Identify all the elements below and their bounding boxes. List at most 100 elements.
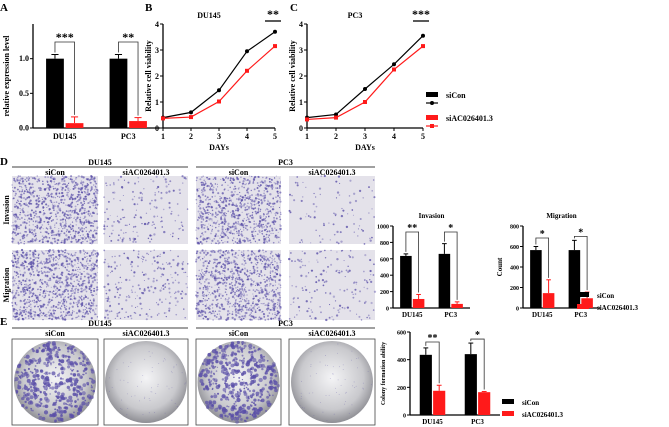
y-tick-label: 200 <box>510 286 519 292</box>
stained-cell <box>21 262 24 264</box>
stained-cell <box>82 186 84 188</box>
stained-cell <box>201 215 204 218</box>
colony <box>27 387 31 391</box>
stained-cell <box>202 317 205 320</box>
stained-cell <box>57 230 60 233</box>
stained-cell <box>220 178 222 180</box>
stained-cell <box>367 314 370 317</box>
stained-cell <box>363 286 365 289</box>
stained-cell <box>87 281 91 284</box>
stained-cell <box>93 192 96 195</box>
colony <box>90 384 93 387</box>
stained-cell <box>162 263 164 265</box>
colony <box>51 412 56 417</box>
stained-cell <box>95 261 98 263</box>
stained-cell <box>302 264 304 267</box>
stained-cell <box>15 303 18 306</box>
stained-cell <box>340 240 343 243</box>
stained-cell <box>236 263 239 266</box>
stained-cell <box>252 178 256 181</box>
stained-cell <box>44 292 47 295</box>
series-line-siCon <box>162 31 276 119</box>
stained-cell <box>271 227 273 230</box>
stained-cell <box>67 196 69 198</box>
stained-cell <box>69 277 72 280</box>
stained-cell <box>234 283 237 286</box>
stained-cell <box>49 216 52 219</box>
stained-cell <box>168 287 171 290</box>
stained-cell <box>234 185 236 188</box>
colony <box>66 385 70 390</box>
stained-cell <box>55 280 57 282</box>
colony <box>61 392 65 397</box>
y-tick-label: 3 <box>299 46 303 55</box>
stained-cell <box>270 250 273 253</box>
stained-cell <box>308 307 310 310</box>
stained-cell <box>38 293 41 296</box>
stained-cell <box>345 269 348 272</box>
stained-cell <box>229 231 232 235</box>
stained-cell <box>330 263 333 266</box>
stained-cell <box>114 283 117 285</box>
stained-cell <box>34 228 36 231</box>
stained-cell <box>30 193 33 196</box>
stained-cell <box>53 249 55 251</box>
y-tick-label: 4 <box>299 20 303 29</box>
stained-cell <box>197 303 200 306</box>
stained-cell <box>306 310 309 313</box>
stained-cell <box>52 229 54 231</box>
stained-cell <box>174 279 177 282</box>
colony <box>164 358 165 359</box>
stained-cell <box>49 277 51 280</box>
stained-cell <box>174 271 177 274</box>
stained-cell <box>234 213 236 215</box>
stained-cell <box>92 225 95 227</box>
colony <box>25 373 30 378</box>
stained-cell <box>259 318 261 321</box>
stained-cell <box>238 240 242 243</box>
stained-cell <box>244 183 246 186</box>
stained-cell <box>231 278 234 281</box>
stained-cell <box>18 179 21 182</box>
stained-cell <box>30 209 33 212</box>
stained-cell <box>213 290 216 292</box>
stained-cell <box>125 231 127 234</box>
stained-cell <box>209 198 211 201</box>
stained-cell <box>258 249 261 252</box>
stained-cell <box>11 232 14 235</box>
stained-cell <box>217 186 219 188</box>
stained-cell <box>25 186 28 189</box>
stained-cell <box>129 239 131 241</box>
stained-cell <box>243 236 245 239</box>
stained-cell <box>210 312 213 315</box>
stained-cell <box>196 219 199 221</box>
stained-cell <box>31 183 34 186</box>
stained-cell <box>276 190 279 193</box>
stained-cell <box>123 252 126 255</box>
stained-cell <box>274 271 277 274</box>
stained-cell <box>12 289 14 292</box>
stained-cell <box>22 183 25 185</box>
colony <box>90 386 93 389</box>
condition-header: siCon <box>229 329 249 338</box>
stained-cell <box>213 312 215 314</box>
colony <box>56 383 61 388</box>
stained-cell <box>200 176 203 179</box>
stained-cell <box>30 215 33 218</box>
stained-cell <box>35 295 37 297</box>
significance-label: * <box>475 330 480 341</box>
stained-cell <box>46 228 49 230</box>
stained-cell <box>259 215 262 218</box>
stained-cell <box>28 221 31 223</box>
stained-cell <box>86 272 89 275</box>
stained-cell <box>256 283 259 286</box>
stained-cell <box>201 293 204 295</box>
stained-cell <box>16 199 19 202</box>
stained-cell <box>175 304 177 306</box>
stained-cell <box>318 187 322 190</box>
stained-cell <box>162 176 165 178</box>
stained-cell <box>235 280 238 283</box>
stained-cell <box>114 317 116 319</box>
stained-cell <box>23 309 25 312</box>
stained-cell <box>78 198 80 201</box>
